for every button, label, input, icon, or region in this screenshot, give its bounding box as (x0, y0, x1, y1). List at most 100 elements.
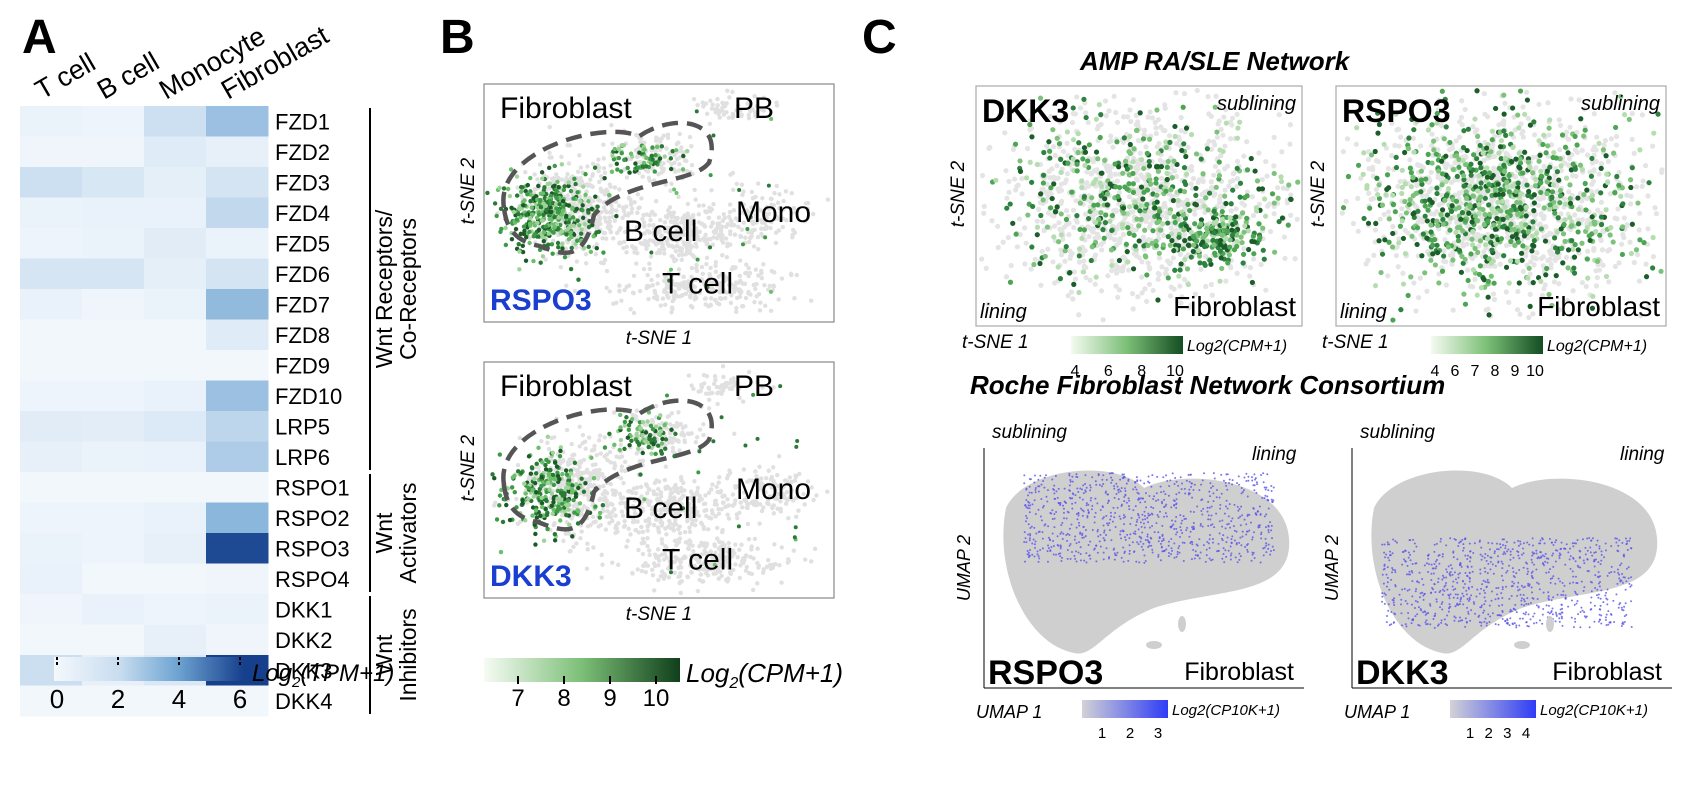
heatmap-cell-FZD3-3 (206, 167, 269, 198)
heatmap-cell-DKK4-1 (82, 685, 145, 717)
gene-label-RSPO2: RSPO2 (275, 506, 350, 531)
roche-sublining-label: sublining (992, 422, 1067, 443)
amp-colorbar-tick-6: 6 (1104, 363, 1113, 380)
heatmap-cell-DKK2-3 (206, 624, 269, 656)
colorbar-a-tick-2: 2 (111, 684, 125, 714)
heatmap-cell-FZD10-0 (20, 380, 83, 412)
heatmap-cell-DKK1-2 (144, 594, 207, 625)
heatmap-cell-FZD2-1 (82, 136, 145, 168)
roche-colorbar: Log2(CP10K+1) 1 2 3 (1082, 700, 1280, 742)
roche-fibroblast-label: Fibroblast (1552, 658, 1662, 686)
colorbar-a-bar (54, 657, 244, 681)
heatmap-cell-FZD10-3 (206, 380, 269, 412)
heatmap-cell-RSPO2-0 (20, 502, 83, 534)
tsne-label-tcell: T cell (662, 267, 733, 300)
heatmap-cell-RSPO4-0 (20, 563, 83, 595)
amp-tsne-plot-RSPO3: RSPO3 sublining lining Fibroblast t-SNE 1 t-S… (1308, 85, 1667, 380)
roche-ylabel: UMAP 2 (1322, 535, 1342, 601)
gene-label-LRP5: LRP5 (275, 414, 330, 439)
colorbar-a-tick-0: 0 (50, 684, 64, 714)
roche-colorbar-label: Log2(CP10K+1) (1172, 702, 1280, 719)
heatmap-cell-RSPO3-2 (144, 533, 207, 564)
amp-expression-points (989, 95, 1301, 303)
group-label-1-line2: Activators (395, 483, 421, 584)
roche-colorbar-tick-1: 1 (1466, 725, 1474, 742)
heatmap-cell-DKK2-1 (82, 624, 145, 656)
colorbar-a-tick-4: 4 (172, 684, 186, 714)
tsne-ylabel: t-SNE 2 (458, 157, 479, 224)
gene-label-DKK1: DKK1 (275, 597, 332, 622)
heatmap-cell-RSPO4-1 (82, 563, 145, 595)
heatmap-cell-RSPO4-2 (144, 563, 207, 595)
group-label-2-line2: Inhibitors (395, 608, 421, 701)
heatmap-cell-FZD6-1 (82, 258, 145, 290)
gene-label-FZD4: FZD4 (275, 201, 330, 226)
tsne-plot-RSPO3: Fibroblast PB B cell T cell Mono RSPO3 t-SNE 1… (458, 83, 835, 349)
roche-ylabel: UMAP 2 (954, 535, 974, 601)
amp-colorbar-tick-4: 4 (1071, 363, 1080, 380)
tsne-ylabel: t-SNE 2 (458, 435, 479, 502)
gene-label-FZD2: FZD2 (275, 140, 330, 165)
tsne-plot-DKK3: Fibroblast PB B cell T cell Mono DKK3 t-SNE 1 t… (458, 361, 835, 625)
gene-label-RSPO4: RSPO4 (275, 567, 350, 592)
roche-umap-plot-RSPO3: RSPO3 Fibroblast sublining lining UMAP 1 UMAP… (954, 422, 1304, 742)
roche-expression-points (1381, 537, 1633, 629)
heatmap-cell-FZD2-0 (20, 136, 83, 168)
amp-colorbar-tick-8: 8 (1137, 363, 1146, 380)
roche-colorbar-tick-1: 1 (1098, 725, 1106, 742)
tsne-label-fib: Fibroblast (500, 92, 632, 125)
heatmap-cell-FZD8-1 (82, 319, 145, 351)
tsne-label-tcell: T cell (662, 544, 733, 577)
heatmap-cell-FZD9-2 (144, 350, 207, 381)
heatmap-cell-FZD10-2 (144, 380, 207, 412)
amp-colorbar: Log2(CPM+1) 4 6 8 10 (1071, 336, 1287, 380)
roche-colorbar-tick-4: 4 (1522, 725, 1530, 742)
tsne-label-bcell: B cell (624, 492, 697, 525)
gene-label-FZD7: FZD7 (275, 292, 330, 317)
roche-colorbar-tick-3: 3 (1503, 725, 1511, 742)
panel-b-letter: B (440, 11, 475, 64)
amp-tsne-plot-DKK3: DKK3 sublining lining Fibroblast t-SNE 1 t-SN… (948, 85, 1303, 380)
roche-umap-cloud (1003, 470, 1290, 654)
heatmap-cell-FZD6-3 (206, 258, 269, 290)
heatmap-cell-LRP6-0 (20, 441, 83, 473)
amp-lining-label: lining (1340, 301, 1387, 323)
colorbar-b-tick-9: 9 (603, 685, 616, 712)
amp-colorbar-tick-6: 6 (1451, 363, 1460, 380)
amp-colorbar: Log2(CPM+1) 4 6 7 8 9 10 (1431, 336, 1647, 380)
panel-a-letter: A (22, 11, 57, 64)
heatmap-cell-FZD7-3 (206, 289, 269, 320)
gene-label-FZD5: FZD5 (275, 231, 330, 256)
heatmap-cell-DKK1-3 (206, 594, 269, 625)
heatmap-cell-LRP5-3 (206, 411, 269, 442)
group-label-1-line1: Wnt (371, 512, 397, 554)
heatmap-cell-FZD3-2 (144, 167, 207, 198)
amp-ylabel: t-SNE 2 (1308, 160, 1329, 227)
colorbar-b-tick-10: 10 (643, 685, 670, 712)
gene-label-DKK4: DKK4 (275, 689, 332, 714)
group-label-2-line1: Wnt (371, 634, 397, 676)
tsne-xlabel: t-SNE 1 (626, 328, 693, 349)
gene-label-RSPO1: RSPO1 (275, 475, 350, 500)
heatmap-cell-FZD7-0 (20, 289, 83, 320)
tsne-expression-points (490, 384, 800, 575)
roche-lining-label: lining (1620, 444, 1665, 465)
gene-label-DKK2: DKK2 (275, 628, 332, 653)
heatmap-cell-FZD4-1 (82, 197, 145, 229)
roche-colorbar: Log2(CP10K+1) 1 2 3 4 (1450, 700, 1648, 742)
roche-umap-plot-DKK3: DKK3 Fibroblast sublining lining UMAP 1 UMAP … (1322, 422, 1672, 742)
roche-gene-label: DKK3 (1356, 654, 1449, 692)
tsne-background-cells (492, 364, 830, 596)
amp-colorbar-tick-9: 9 (1511, 363, 1520, 380)
gene-label-FZD10: FZD10 (275, 384, 342, 409)
colorbar-a-label: Log2(TPM+1) (252, 660, 395, 691)
colorbar-b-label: Log2(CPM+1) (686, 658, 844, 693)
amp-sublining-label: sublining (1217, 93, 1296, 115)
heatmap-cell-FZD6-2 (144, 258, 207, 290)
gene-group-brackets: Wnt Receptors/Co-ReceptorsWntActivatorsW… (369, 108, 421, 714)
amp-colorbar-label: Log2(CPM+1) (1547, 338, 1647, 355)
fibroblast-dashed-outline (501, 398, 714, 532)
roche-colorbar-tick-3: 3 (1154, 725, 1162, 742)
heatmap-cell-RSPO2-1 (82, 502, 145, 534)
heatmap-cell-FZD3-0 (20, 167, 83, 198)
